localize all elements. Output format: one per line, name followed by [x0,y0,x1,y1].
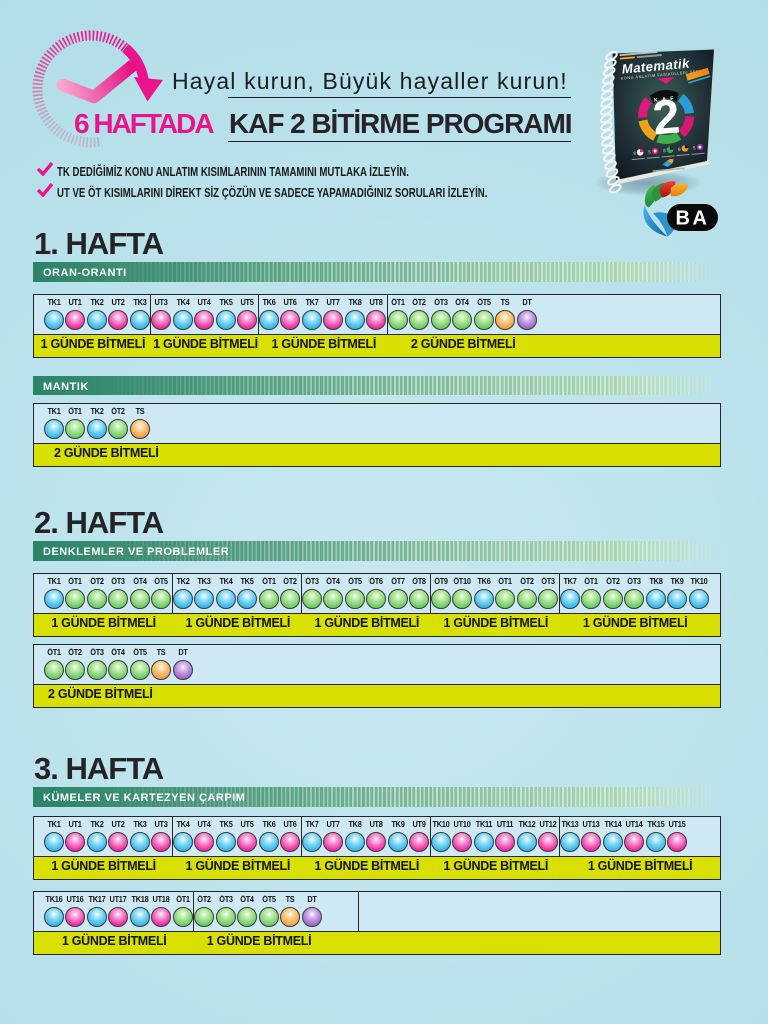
svg-text:8: 8 [663,148,666,153]
svg-text:5: 5 [693,145,696,150]
svg-text:5: 5 [648,149,651,154]
svg-text:8: 8 [633,151,636,156]
svg-text:Matematik: Matematik [621,56,690,77]
svg-text:2: 2 [651,90,682,145]
svg-text:K A F: K A F [654,96,676,104]
svg-text:6: 6 [678,147,681,152]
svg-text:BA: BA [676,208,710,230]
